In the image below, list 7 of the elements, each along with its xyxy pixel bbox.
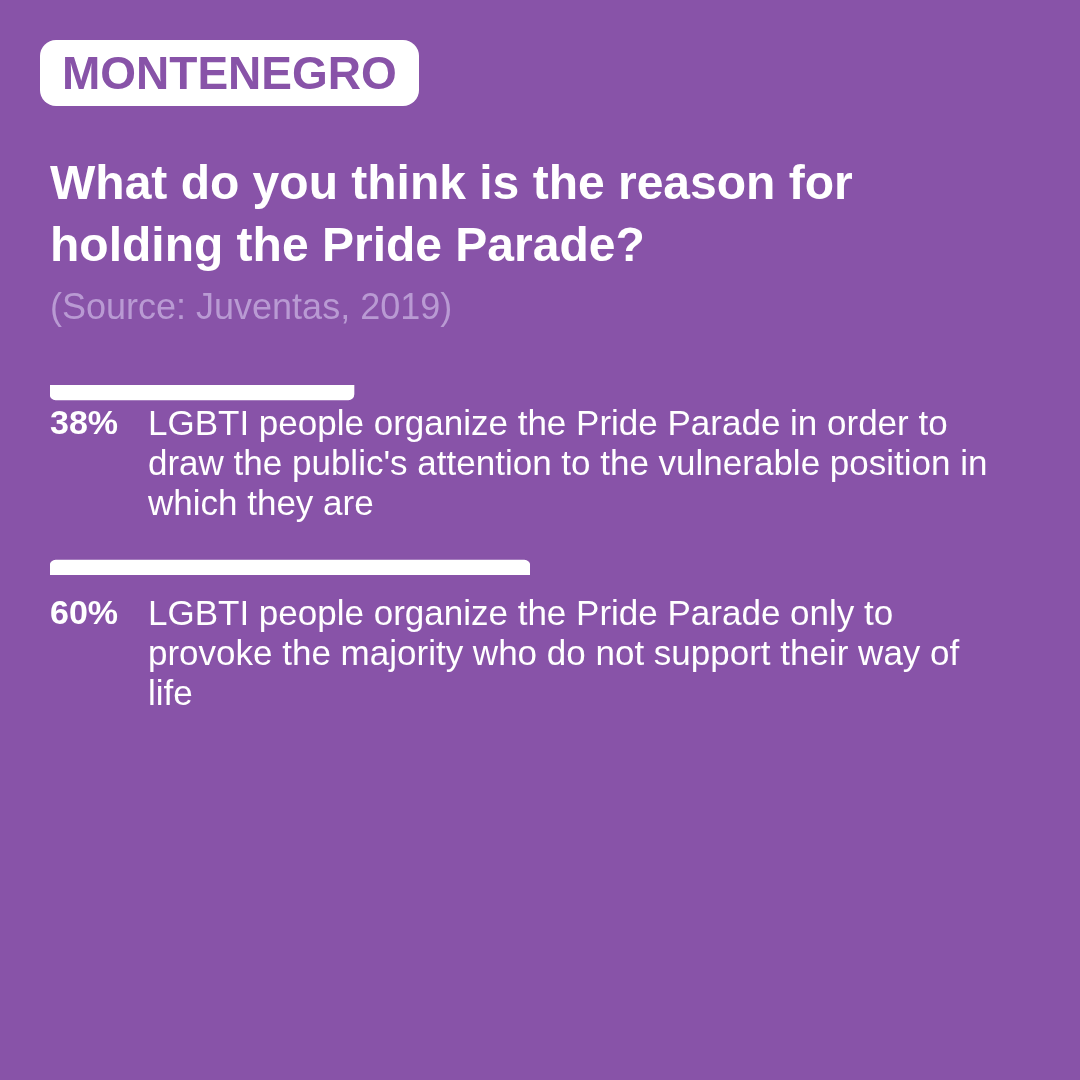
chart-title: What do you think is the reason for holding the Pride Parade?	[50, 155, 854, 273]
y-tick-label: LGBTI people organize the Pride Parade only to provoke the majority who do not support their way of life	[148, 593, 960, 713]
y-tick-label: LGBTI people organize the Pride Parade in order to draw the public's attention to the vulnerable position in which they are	[147, 403, 988, 523]
text: (Source: Juventas, 2019)	[50, 286, 453, 328]
data-label: 38%	[50, 403, 119, 442]
data-label: 60%	[50, 593, 119, 632]
chart-subtitle: MONTENEGRO	[40, 40, 419, 106]
